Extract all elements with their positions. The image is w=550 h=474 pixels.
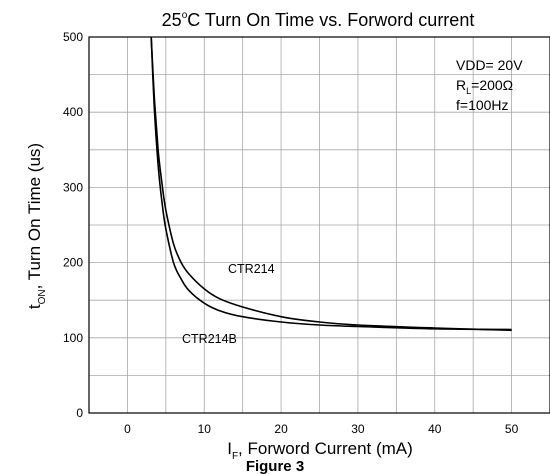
y-axis-text: , Turn On Time (us) [25, 143, 44, 289]
condition-line: RL=200Ω [456, 77, 513, 96]
series-label-ctr214b: CTR214B [182, 332, 237, 346]
figure-caption: Figure 3 [245, 458, 305, 474]
x-tick-label: 0 [124, 422, 131, 436]
x-axis-label: IF, Forword Current (mA) [227, 439, 413, 462]
x-tick-label: 30 [351, 422, 365, 436]
chart-title: 25oC Turn On Time vs. Forword current [162, 10, 475, 30]
x-axis-text: , Forword Current (mA) [238, 439, 413, 458]
x-tick-label: 10 [198, 422, 212, 436]
x-tick-label: 50 [505, 422, 519, 436]
x-tick-label: 20 [274, 422, 288, 436]
series-line-ctr214b [150, 36, 512, 331]
y-axis-symbol: t [25, 304, 44, 309]
y-tick-label: 0 [76, 406, 83, 420]
y-tick-label: 200 [63, 256, 83, 270]
title-rest: C Turn On Time vs. Forword current [187, 10, 474, 30]
title-degree-value: 25 [162, 10, 182, 30]
condition-line: VDD= 20V [456, 57, 523, 73]
title-degree-sup: o [182, 10, 188, 21]
plot-frame [88, 36, 550, 414]
y-axis-label: tON, Turn On Time (us) [25, 143, 48, 309]
x-axis-sub: F [232, 451, 238, 462]
series-annotations: CTR214 CTR214B [182, 262, 275, 346]
y-tick-label: 100 [63, 331, 83, 345]
y-axis-sub: ON [37, 289, 48, 304]
y-tick-label: 400 [63, 105, 83, 119]
x-axis-symbol: I [227, 439, 232, 458]
grid-lines [88, 36, 550, 414]
condition-line: f=100Hz [456, 97, 509, 113]
series-label-ctr214: CTR214 [228, 262, 275, 276]
x-tick-label: 40 [428, 422, 442, 436]
y-tick-label: 500 [63, 30, 83, 44]
series-lines [150, 36, 512, 332]
series-line-ctr214 [150, 36, 512, 332]
y-tick-label: 300 [63, 180, 83, 194]
